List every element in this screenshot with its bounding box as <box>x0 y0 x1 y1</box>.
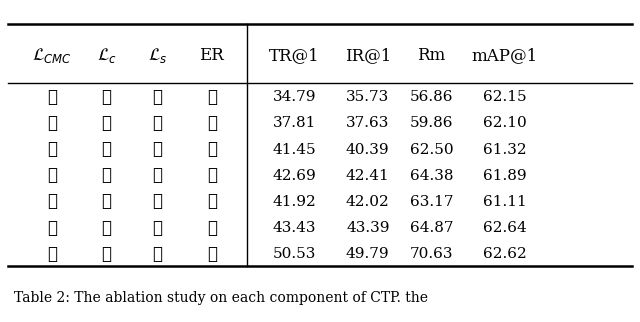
Text: ✗: ✗ <box>47 89 58 106</box>
Text: ✗: ✗ <box>102 115 111 132</box>
Text: $\mathcal{L}_c$: $\mathcal{L}_c$ <box>97 46 116 65</box>
Text: 64.38: 64.38 <box>410 169 453 183</box>
Text: 63.17: 63.17 <box>410 195 453 209</box>
Text: ✓: ✓ <box>102 220 111 237</box>
Text: Table 2: The ablation study on each component of CTP. the: Table 2: The ablation study on each comp… <box>14 291 428 305</box>
Text: 56.86: 56.86 <box>410 90 453 104</box>
Text: ✓: ✓ <box>47 115 58 132</box>
Text: 35.73: 35.73 <box>346 90 389 104</box>
Text: ✗: ✗ <box>47 141 58 158</box>
Text: ✓: ✓ <box>47 246 58 263</box>
Text: 59.86: 59.86 <box>410 116 453 130</box>
Text: 42.02: 42.02 <box>346 195 390 209</box>
Text: 34.79: 34.79 <box>273 90 316 104</box>
Text: 42.41: 42.41 <box>346 169 390 183</box>
Text: 62.10: 62.10 <box>483 116 527 130</box>
Text: $\mathcal{L}_s$: $\mathcal{L}_s$ <box>148 46 167 65</box>
Text: 64.87: 64.87 <box>410 221 453 235</box>
Text: ER: ER <box>199 47 224 64</box>
Text: 41.45: 41.45 <box>273 143 316 156</box>
Text: ✗: ✗ <box>152 89 163 106</box>
Text: 42.69: 42.69 <box>273 169 316 183</box>
Text: mAP@1: mAP@1 <box>472 47 538 64</box>
Text: 61.32: 61.32 <box>483 143 527 156</box>
Text: ✗: ✗ <box>207 115 217 132</box>
Text: 70.63: 70.63 <box>410 247 453 261</box>
Text: ✗: ✗ <box>207 89 217 106</box>
Text: ✗: ✗ <box>152 167 163 184</box>
Text: ✓: ✓ <box>207 246 217 263</box>
Text: 62.62: 62.62 <box>483 247 527 261</box>
Text: IR@1: IR@1 <box>344 47 391 64</box>
Text: ✗: ✗ <box>102 194 111 210</box>
Text: ✓: ✓ <box>152 220 163 237</box>
Text: $\mathcal{L}_{CMC}$: $\mathcal{L}_{CMC}$ <box>33 46 72 65</box>
Text: ✓: ✓ <box>152 246 163 263</box>
Text: ✗: ✗ <box>102 89 111 106</box>
Text: ✗: ✗ <box>207 167 217 184</box>
Text: 61.11: 61.11 <box>483 195 527 209</box>
Text: ✓: ✓ <box>102 167 111 184</box>
Text: 43.39: 43.39 <box>346 221 390 235</box>
Text: 41.92: 41.92 <box>273 195 316 209</box>
Text: Rm: Rm <box>417 47 445 64</box>
Text: ✓: ✓ <box>47 194 58 210</box>
Text: ✓: ✓ <box>152 194 163 210</box>
Text: 43.43: 43.43 <box>273 221 316 235</box>
Text: ✓: ✓ <box>102 246 111 263</box>
Text: TR@1: TR@1 <box>269 47 320 64</box>
Text: 62.64: 62.64 <box>483 221 527 235</box>
Text: ✗: ✗ <box>152 115 163 132</box>
Text: 61.89: 61.89 <box>483 169 527 183</box>
Text: 49.79: 49.79 <box>346 247 390 261</box>
Text: ✗: ✗ <box>152 141 163 158</box>
Text: ✗: ✗ <box>207 194 217 210</box>
Text: ✓: ✓ <box>47 167 58 184</box>
Text: ✗: ✗ <box>207 141 217 158</box>
Text: ✓: ✓ <box>47 220 58 237</box>
Text: 40.39: 40.39 <box>346 143 390 156</box>
Text: 62.15: 62.15 <box>483 90 527 104</box>
Text: ✓: ✓ <box>102 141 111 158</box>
Text: ✗: ✗ <box>207 220 217 237</box>
Text: 62.50: 62.50 <box>410 143 453 156</box>
Text: 50.53: 50.53 <box>273 247 316 261</box>
Text: 37.63: 37.63 <box>346 116 390 130</box>
Text: 37.81: 37.81 <box>273 116 316 130</box>
